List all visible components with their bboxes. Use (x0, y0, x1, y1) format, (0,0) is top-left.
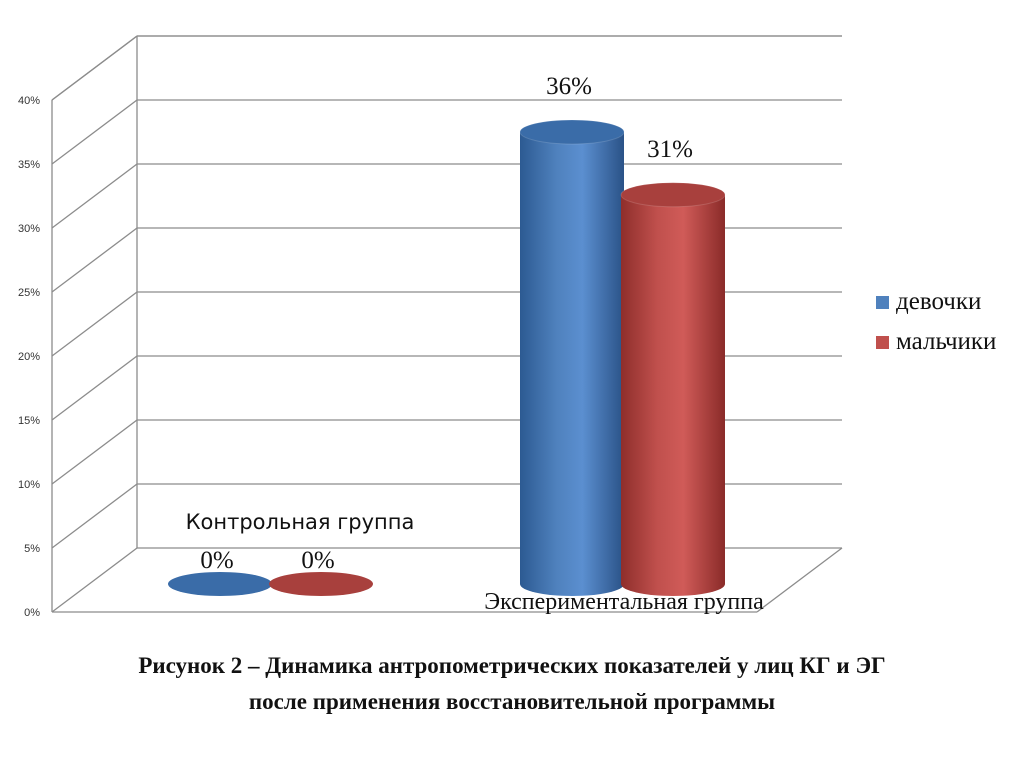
data-label: 0% (200, 547, 233, 574)
y-tick-label: 5% (24, 543, 40, 555)
bar-boys-experimental (620, 182, 726, 596)
gridline-side (51, 419, 138, 485)
y-tick-label: 30% (18, 223, 40, 235)
legend: девочки мальчики (876, 288, 996, 355)
chart-area: 0% 5% 10% 15% 20% 25% 30% 35% 40% 0% 0% 36% 31% Конт… (18, 35, 996, 619)
gridline-side (51, 227, 138, 293)
bar-top (519, 119, 625, 145)
category-label-experimental: Экспериментальная группа (484, 589, 764, 615)
floor-right-edge (756, 547, 843, 613)
y-tick-label: 10% (18, 479, 40, 491)
bar-body (621, 194, 725, 596)
bar-top (269, 572, 373, 596)
legend-swatch (876, 336, 889, 349)
y-tick-label: 20% (18, 351, 40, 363)
bar-girls-experimental (519, 119, 625, 596)
chart-bars (168, 119, 726, 596)
gridline-side (51, 99, 138, 165)
data-label: 0% (301, 547, 334, 574)
legend-label: мальчики (896, 328, 996, 355)
y-tick-label: 25% (18, 287, 40, 299)
y-tick-label: 40% (18, 95, 40, 107)
gridline-side (51, 355, 138, 421)
y-tick-label: 0% (24, 607, 40, 619)
data-label: 36% (546, 73, 592, 100)
y-axis-ticks: 0% 5% 10% 15% 20% 25% 30% 35% 40% (18, 95, 40, 619)
legend-swatch (876, 296, 889, 309)
data-label: 31% (647, 136, 693, 163)
gridline-side (51, 483, 138, 549)
caption-line-1: Рисунок 2 – Динамика антропометрических … (138, 653, 886, 678)
gridline-side (51, 291, 138, 357)
bar-body (520, 132, 624, 596)
bar-top (168, 572, 272, 596)
bar-top (620, 182, 726, 208)
caption-line-2: после применения восстановительной прогр… (248, 689, 776, 714)
gridline-side (51, 163, 138, 229)
bar-boys-control (269, 572, 373, 596)
bar-girls-control (168, 572, 272, 596)
chart-labels: 0% 0% 36% 31% Контрольная группа Эксперимента… (186, 73, 764, 615)
category-label-control: Контрольная группа (186, 510, 415, 534)
legend-label: девочки (896, 288, 981, 315)
gridline-side (51, 547, 138, 613)
side-wall-top-edge (51, 35, 138, 101)
y-tick-label: 35% (18, 159, 40, 171)
y-tick-label: 15% (18, 415, 40, 427)
figure-caption: Рисунок 2 – Динамика антропометрических … (0, 648, 1024, 720)
chart-walls (51, 35, 843, 613)
